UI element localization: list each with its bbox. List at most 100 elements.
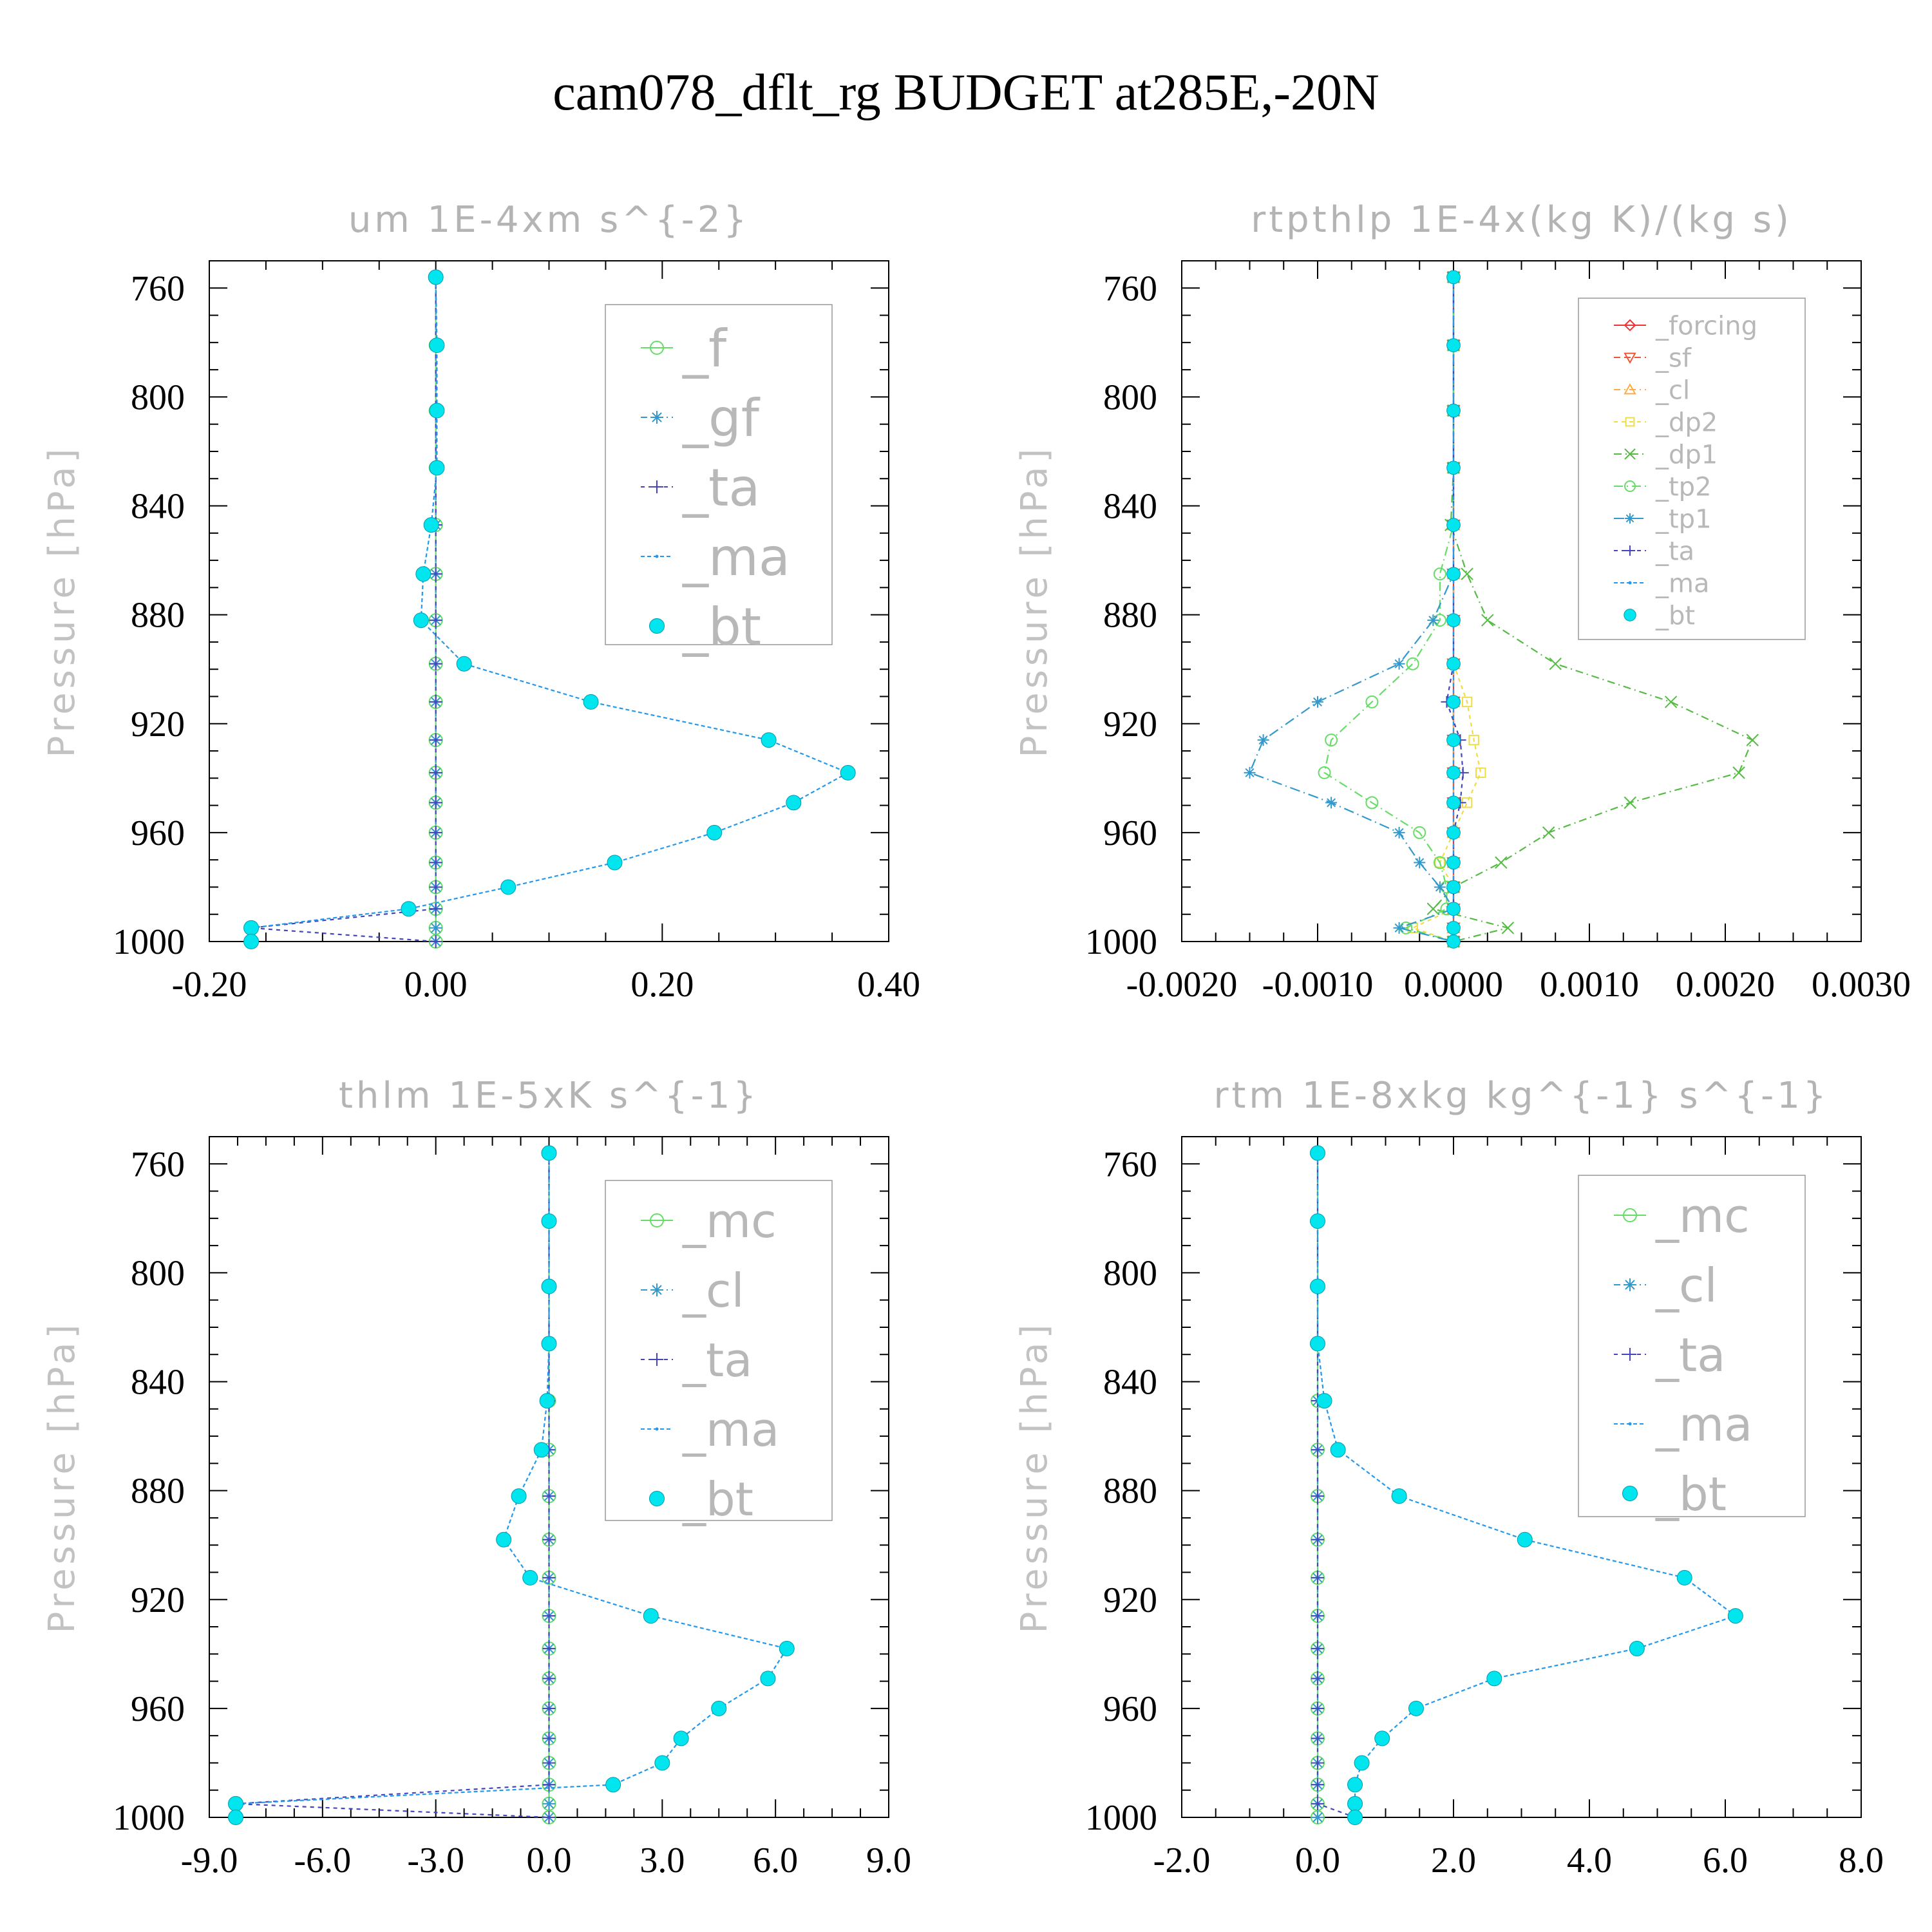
data-point <box>429 921 442 934</box>
data-point <box>429 902 442 916</box>
y-tick-label: 920 <box>131 1580 185 1620</box>
data-point <box>539 1393 555 1409</box>
data-point <box>1311 1443 1324 1457</box>
y-tick-label: 1000 <box>113 1798 185 1838</box>
data-point <box>1312 696 1323 708</box>
series-line <box>234 1153 788 1817</box>
data-point <box>1446 270 1461 285</box>
legend-marker <box>655 554 659 558</box>
legend-label: _bt <box>682 597 761 657</box>
data-point <box>228 1810 244 1825</box>
x-tick-label: 6.0 <box>1703 1841 1748 1880</box>
y-tick-label: 960 <box>1103 813 1157 853</box>
x-tick-label: -6.0 <box>294 1841 352 1880</box>
legend-label: _mc <box>1655 1189 1750 1243</box>
data-point <box>429 337 445 354</box>
data-point <box>1310 1336 1325 1352</box>
data-point <box>1446 766 1461 780</box>
data-point <box>1446 567 1461 582</box>
data-point <box>429 826 442 839</box>
data-point <box>1446 613 1461 627</box>
legend-entry: _dp1 <box>1614 440 1718 469</box>
x-tick-label: -0.0020 <box>1126 965 1238 1005</box>
y-tick-label: 880 <box>1103 596 1157 636</box>
legend-label: _gf <box>682 388 761 448</box>
legend-marker <box>649 1491 665 1506</box>
y-tick-label: 960 <box>131 1689 185 1729</box>
legend-label: _cl <box>1655 1258 1718 1312</box>
legend-label: _cl <box>682 1264 744 1318</box>
legend-marker <box>650 1213 664 1227</box>
legend-label: _ma <box>1655 569 1709 598</box>
legend-marker <box>1625 513 1635 524</box>
panel-title: um 1E-4xm s^{-2} <box>348 199 750 241</box>
y-tick-label: 920 <box>1103 705 1157 744</box>
legend-marker <box>1624 1278 1636 1291</box>
data-point <box>673 1730 689 1747</box>
legend-marker <box>1624 352 1636 365</box>
legend: _mc _cl _ta _ma _bt <box>605 1180 833 1526</box>
legend-marker <box>650 1283 663 1296</box>
legend-entry: _bt <box>649 597 761 657</box>
data-point <box>1311 1811 1324 1824</box>
y-tick-label: 880 <box>131 596 185 636</box>
data-point <box>541 1336 557 1352</box>
y-tick-label: 880 <box>131 1472 185 1511</box>
series-line <box>1410 277 1482 943</box>
data-point <box>1434 881 1446 893</box>
legend-entry: _bt <box>649 1472 753 1526</box>
data-point <box>1311 1778 1324 1792</box>
y-tick-label: 960 <box>131 813 185 853</box>
data-point <box>1311 1672 1324 1685</box>
data-point <box>1408 1700 1424 1716</box>
legend-label: _tp1 <box>1655 504 1712 534</box>
legend-label: _dp2 <box>1655 408 1718 437</box>
y-tick-label: 800 <box>131 1253 185 1293</box>
y-tick-label: 840 <box>131 1363 185 1403</box>
x-tick-label: 0.0 <box>527 1841 572 1880</box>
series-line <box>250 277 850 942</box>
data-point <box>1311 1571 1324 1584</box>
legend-entry: _ma <box>641 1403 779 1457</box>
series-ta <box>1311 1146 1362 1824</box>
series-ta <box>245 270 442 948</box>
legend-marker <box>1628 581 1632 585</box>
data-point <box>413 612 429 629</box>
legend-entry: _ma <box>1614 569 1709 598</box>
data-point <box>1461 567 1473 580</box>
legend-marker <box>1624 1348 1636 1361</box>
y-axis-label: Pressure [hPa] <box>41 1321 83 1634</box>
data-point <box>1391 1488 1407 1504</box>
legend-entry: _mc <box>641 1194 777 1248</box>
data-point <box>542 1701 556 1715</box>
data-point <box>711 1700 727 1716</box>
data-point <box>1664 696 1678 708</box>
data-point <box>1374 1730 1390 1747</box>
data-point <box>500 879 516 895</box>
legend-box <box>1578 1175 1806 1517</box>
legend-entry: _bt <box>1622 1467 1727 1521</box>
data-point <box>496 1531 512 1548</box>
data-point <box>542 1756 556 1770</box>
data-point <box>1365 695 1379 708</box>
legend: _mc _cl _ta _ma _bt <box>1578 1175 1806 1521</box>
legend-marker <box>650 1353 663 1366</box>
figure-title: cam078_dflt_rg BUDGET at285E,-20N <box>553 64 1379 121</box>
legend-label: _bt <box>682 1472 753 1526</box>
legend-entry: _tp2 <box>1614 472 1712 502</box>
x-tick-label: 0.0020 <box>1676 965 1775 1005</box>
data-point <box>1347 1795 1363 1812</box>
y-tick-label: 760 <box>1103 269 1157 308</box>
data-point <box>1433 567 1446 581</box>
series-line <box>235 1153 550 1819</box>
x-tick-label: -0.20 <box>172 965 247 1005</box>
data-point <box>542 1672 556 1685</box>
data-point <box>429 766 442 779</box>
data-point <box>1325 734 1338 747</box>
legend-entry: _gf <box>641 388 761 448</box>
data-point <box>1446 695 1461 709</box>
legend-marker <box>1623 1208 1637 1222</box>
data-point <box>1446 934 1461 949</box>
data-point <box>428 269 444 285</box>
y-tick-label: 840 <box>1103 1363 1157 1403</box>
